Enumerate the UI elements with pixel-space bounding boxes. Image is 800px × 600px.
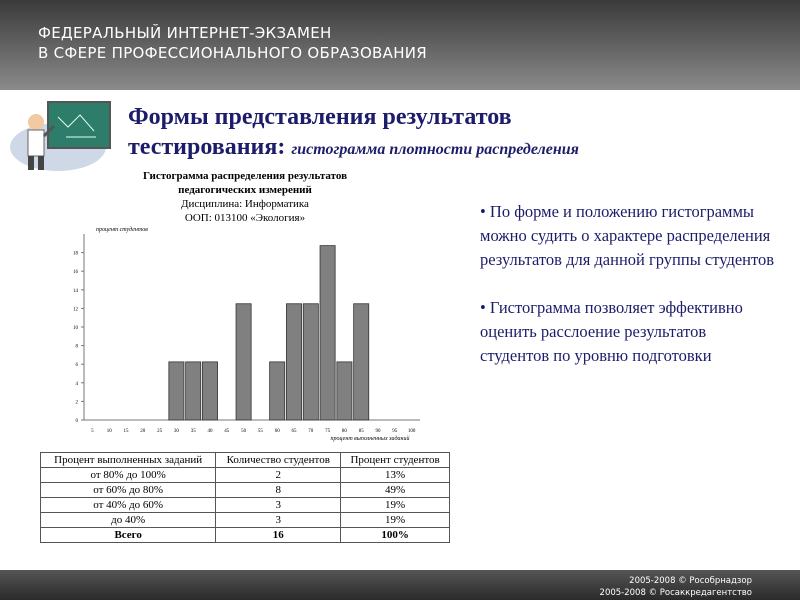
cell: 3: [215, 512, 342, 528]
x-tick-label: 65: [292, 429, 298, 434]
cell: до 40%: [39, 512, 217, 528]
x-tick-label: 10: [107, 429, 113, 434]
x-tick-label: 70: [308, 429, 314, 434]
bullet-text: По форме и положению гистограммы можно с…: [480, 202, 775, 269]
bullet: • По форме и положению гистограммы можно…: [480, 202, 775, 269]
x-tick-label: 60: [275, 429, 281, 434]
cell: 2: [215, 467, 342, 483]
chart-title: педагогических измерений: [178, 184, 312, 196]
title: тестирования: гистограмма плотности расп…: [128, 134, 579, 161]
x-tick-label: 55: [258, 429, 264, 434]
cell: 8: [215, 482, 342, 498]
chart-title: ООП: 013100 «Экология»: [185, 212, 305, 224]
title: Формы представления результатов: [128, 104, 512, 130]
header-cell: Процент студентов: [340, 452, 450, 468]
bar: [302, 303, 319, 421]
bullet-text: Гистограмма позволяет эффективно оценить…: [480, 298, 743, 365]
header: ФЕДЕРАЛЬНЫЙ ИНТЕРНЕТ-ЭКЗАМЕН В СФЕРЕ ПРО…: [0, 0, 800, 90]
x-tick-label: 5: [91, 429, 94, 434]
histogram: Гистограмма распределения результатов пед…: [73, 170, 420, 442]
x-tick-label: 80: [342, 429, 348, 434]
table-row: от 80% до 100% 2 13%: [39, 467, 450, 483]
y-tick-label: 10: [73, 326, 79, 331]
table-row: от 60% до 80% 8 49%: [39, 482, 450, 498]
bar: [336, 361, 353, 421]
header-line: ФЕДЕРАЛЬНЫЙ ИНТЕРНЕТ-ЭКЗАМЕН: [38, 24, 332, 42]
y-tick-label: 16: [73, 270, 79, 275]
teacher-icon: [10, 101, 111, 171]
x-tick-label: 15: [124, 429, 130, 434]
x-tick-label: 20: [140, 429, 146, 434]
footer-line: 2005-2008 © Рособрнадзор: [629, 576, 752, 586]
table-row: от 40% до 60% 3 19%: [39, 497, 450, 513]
cell: от 80% до 100%: [39, 467, 217, 483]
bar: [168, 361, 185, 421]
x-tick-label: 25: [157, 429, 163, 434]
y-axis-label: процент студентов: [96, 226, 148, 233]
bar: [202, 361, 218, 421]
x-tick-label: 45: [224, 429, 230, 434]
title: тестирования:: [128, 134, 286, 160]
cell: 3: [215, 497, 342, 513]
header-cell: Количество студентов: [215, 452, 342, 468]
table: Процент выполненных заданий Количество ст…: [39, 452, 450, 543]
y-tick-label: 4: [76, 382, 79, 387]
bar: [353, 303, 370, 421]
footer-line: 2005-2008 © Росаккредагентство: [599, 588, 752, 598]
table-row: Всего 16 100%: [39, 527, 450, 543]
y-tick-label: 2: [76, 400, 79, 405]
bar: [286, 303, 302, 421]
cell: Всего: [39, 527, 217, 543]
y-tick-label: 12: [73, 307, 79, 312]
cell: 13%: [340, 467, 450, 483]
y-tick-label: 0: [76, 419, 79, 424]
cell: от 60% до 80%: [39, 482, 217, 498]
chart-title: Дисциплина: Информатика: [181, 198, 309, 210]
bar: [185, 361, 202, 421]
chart-title: Гистограмма распределения результатов: [143, 170, 347, 182]
x-tick-label: 35: [191, 429, 197, 434]
x-axis-label: процент выполненных заданий: [331, 435, 410, 442]
x-tick-label: 30: [174, 429, 180, 434]
bar: [319, 245, 336, 421]
y-tick-label: 6: [76, 363, 79, 368]
header-line: В СФЕРЕ ПРОФЕССИОНАЛЬНОГО ОБРАЗОВАНИЯ: [38, 44, 428, 62]
bar: [235, 303, 252, 421]
footer: 2005-2008 © Рособрнадзор 2005-2008 © Рос…: [0, 570, 800, 600]
x-tick-label: 50: [241, 429, 247, 434]
cell: от 40% до 60%: [39, 497, 217, 513]
cell: 19%: [340, 497, 450, 513]
bullets: • По форме и положению гистограммы можно…: [480, 200, 775, 392]
bar: [269, 361, 286, 421]
cell: 49%: [340, 482, 450, 498]
x-tick-label: 100: [408, 429, 416, 434]
header-cell: Процент выполненных заданий: [39, 452, 217, 468]
x-tick-label: 40: [208, 429, 214, 434]
cell: 16: [215, 527, 342, 543]
y-tick-label: 14: [73, 289, 79, 294]
x-tick-label: 75: [325, 429, 331, 434]
table-header-row: Процент выполненных заданий Количество ст…: [39, 452, 450, 468]
y-tick-label: 8: [76, 345, 79, 350]
cell: 100%: [340, 527, 450, 543]
x-tick-label: 85: [359, 429, 365, 434]
x-tick-label: 90: [376, 429, 382, 434]
y-tick-label: 18: [73, 252, 79, 257]
table-row: до 40% 3 19%: [39, 512, 450, 528]
subtitle: гистограмма плотности распределения: [291, 141, 579, 158]
x-tick-label: 95: [392, 429, 398, 434]
cell: 19%: [340, 512, 450, 528]
bullet: • Гистограмма позволяет эффективно оцени…: [480, 298, 743, 365]
